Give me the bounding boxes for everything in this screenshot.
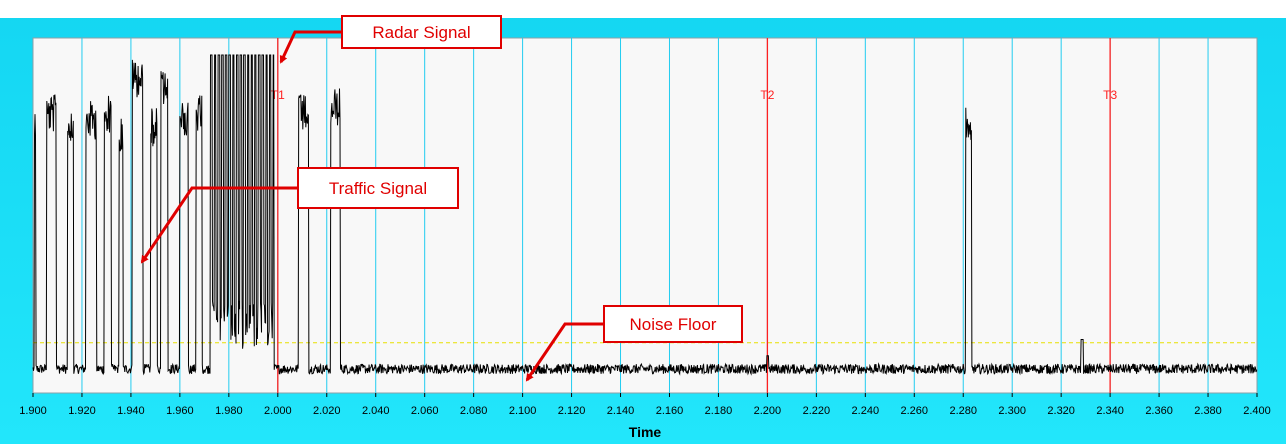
annotation-box (341, 15, 502, 49)
x-tick-label: 1.960 (166, 405, 194, 417)
x-tick-label: 1.900 (19, 405, 47, 417)
annotation-label: Traffic Signal (329, 179, 427, 198)
x-tick-label: 2.160 (656, 405, 684, 417)
annotation-label: Radar Signal (372, 23, 470, 42)
x-tick-label: 2.080 (460, 405, 488, 417)
x-tick-label: 1.980 (215, 405, 243, 417)
x-axis-title: Time (629, 424, 662, 440)
x-tick-label: 2.180 (705, 405, 733, 417)
cursor-lines: T1 T2 T3 (271, 38, 1117, 393)
x-tick-label: 2.340 (1096, 405, 1124, 417)
x-tick-label: 1.920 (68, 405, 96, 417)
annotation-callout: Radar Signal (279, 15, 502, 64)
x-tick-label: 2.140 (607, 405, 635, 417)
annotation-arrow (525, 322, 604, 382)
x-tick-label: 2.120 (558, 405, 586, 417)
annotation-arrow (140, 186, 298, 264)
annotation-box (297, 167, 459, 209)
x-tick-label: 2.020 (313, 405, 341, 417)
x-tick-label: 2.280 (949, 405, 977, 417)
x-tick-label: 2.200 (754, 405, 782, 417)
x-tick-label: 2.260 (901, 405, 929, 417)
annotation-callout: Traffic Signal (140, 167, 459, 264)
annotation-box (603, 305, 743, 343)
cursor-label-t3: T3 (1103, 88, 1117, 102)
cursor-label-t2: T2 (760, 88, 774, 102)
signal-trace (32, 54, 1258, 376)
x-tick-label: 2.360 (1145, 405, 1173, 417)
signal-series-line (32, 54, 1258, 376)
x-tick-label: 2.220 (803, 405, 831, 417)
x-tick-label: 2.380 (1194, 405, 1222, 417)
annotation-arrow (279, 30, 342, 64)
x-tick-label: 1.940 (117, 405, 145, 417)
x-tick-label: 2.320 (1047, 405, 1075, 417)
annotation-callout: Noise Floor (525, 305, 743, 382)
x-tick-label: 2.300 (998, 405, 1026, 417)
x-tick-labels: 1.900 1.920 1.940 1.960 1.980 2.000 2.020 2.040… (19, 393, 1271, 417)
x-tick-label: 2.240 (852, 405, 880, 417)
header-strip (0, 0, 1286, 18)
x-tick-label: 2.100 (509, 405, 537, 417)
annotations: Radar Signal Traffic Signal Noise Floor (140, 15, 743, 382)
cursor-label-t1: T1 (271, 88, 285, 102)
x-tick-label: 2.000 (264, 405, 292, 417)
x-tick-label: 2.040 (362, 405, 390, 417)
annotation-label: Noise Floor (630, 315, 717, 334)
x-tick-label: 2.060 (411, 405, 439, 417)
x-tick-label: 2.400 (1243, 405, 1271, 417)
